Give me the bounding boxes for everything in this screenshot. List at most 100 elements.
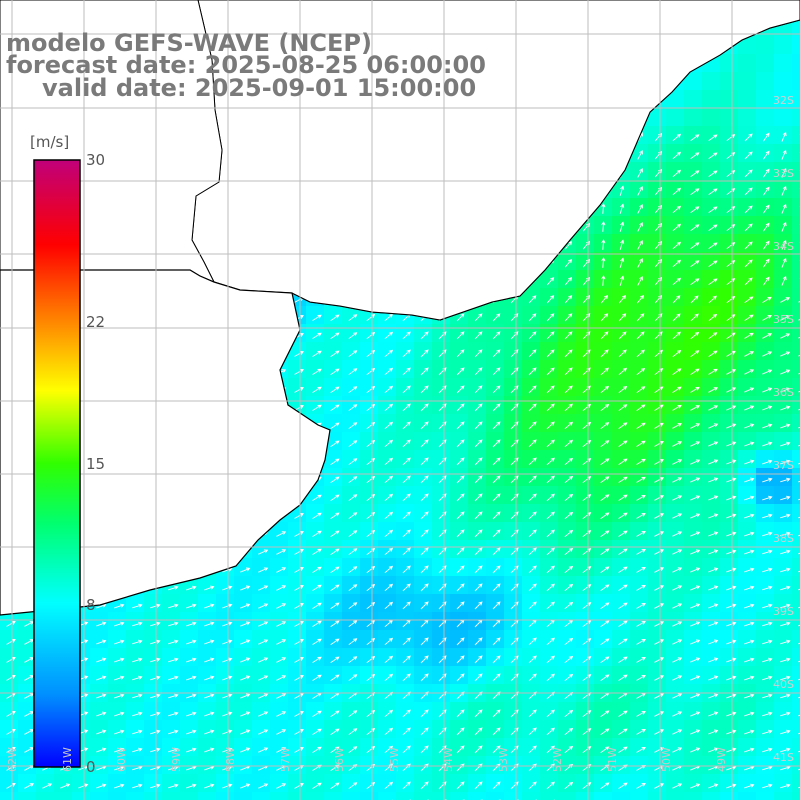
field-cell	[450, 720, 469, 739]
field-cell	[324, 792, 343, 800]
wind-arrow	[744, 133, 753, 142]
wind-arrow	[708, 332, 718, 340]
wind-arrow	[708, 405, 719, 411]
longitude-label: 51W	[605, 747, 619, 772]
field-cell	[648, 576, 667, 595]
field-cell	[540, 540, 559, 559]
wind-arrow	[726, 369, 737, 375]
field-cell	[558, 792, 577, 800]
field-cell	[774, 558, 793, 577]
field-cell	[504, 612, 523, 631]
wind-arrow	[726, 423, 737, 429]
field-cell	[522, 504, 541, 523]
field-cell	[558, 432, 577, 451]
field-cell	[648, 468, 667, 487]
field-cell	[342, 396, 361, 415]
field-cell	[504, 468, 523, 487]
field-cell	[576, 630, 595, 649]
wind-arrow	[384, 781, 394, 790]
wind-arrow	[24, 675, 35, 681]
wind-arrow	[348, 782, 358, 790]
field-cell	[666, 486, 685, 505]
field-cell	[396, 414, 415, 433]
wind-arrow	[348, 620, 358, 628]
field-cell	[414, 378, 433, 397]
field-cell	[612, 720, 631, 739]
field-cell	[522, 360, 541, 379]
field-cell	[774, 270, 793, 289]
field-cell	[594, 468, 613, 487]
wind-arrow	[619, 185, 625, 196]
wind-arrow	[708, 693, 719, 699]
wind-arrow	[276, 729, 287, 735]
field-cell	[594, 738, 613, 757]
field-cell	[414, 558, 433, 577]
field-cell	[738, 198, 757, 217]
field-cell	[684, 342, 703, 361]
wind-arrow	[672, 133, 682, 142]
field-cell	[522, 792, 541, 800]
field-cell	[684, 468, 703, 487]
field-cell	[198, 594, 217, 613]
field-cell	[720, 702, 739, 721]
field-cell	[324, 738, 343, 757]
wind-arrow	[726, 350, 736, 357]
field-cell	[630, 450, 649, 469]
wind-arrow	[204, 657, 215, 663]
field-cell	[288, 774, 307, 793]
wind-arrow	[744, 747, 755, 753]
wind-arrow	[258, 657, 269, 663]
wind-arrow	[150, 693, 161, 699]
field-cell	[702, 216, 721, 235]
wind-arrow	[690, 206, 700, 213]
wind-arrow	[474, 313, 483, 322]
field-cell	[540, 738, 559, 757]
field-cell	[414, 396, 433, 415]
wind-arrow	[726, 387, 737, 393]
field-cell	[252, 612, 271, 631]
field-cell	[540, 270, 559, 289]
wind-arrow	[492, 349, 501, 358]
wind-arrow	[420, 565, 429, 574]
field-cell	[792, 414, 800, 433]
field-cell	[522, 396, 541, 415]
field-cell	[738, 180, 757, 199]
field-cell	[288, 738, 307, 757]
field-cell	[432, 720, 451, 739]
wind-arrow	[690, 368, 700, 375]
field-cell	[468, 576, 487, 595]
field-cell	[54, 792, 73, 800]
field-cell	[198, 648, 217, 667]
wind-arrow	[618, 386, 628, 394]
field-cell	[468, 468, 487, 487]
field-cell	[306, 630, 325, 649]
colorbar-unit: [m/s]	[30, 133, 70, 151]
wind-arrow	[384, 727, 394, 736]
wind-arrow	[690, 477, 701, 483]
field-cell	[450, 612, 469, 631]
wind-arrow	[780, 567, 791, 573]
field-cell	[738, 648, 757, 667]
field-cell	[756, 720, 775, 739]
field-cell	[774, 108, 793, 127]
field-cell	[234, 774, 253, 793]
wind-arrow	[276, 693, 287, 699]
field-cell	[468, 774, 487, 793]
field-cell	[432, 342, 451, 361]
wind-arrow	[240, 783, 251, 789]
field-cell	[486, 378, 505, 397]
field-cell	[720, 666, 739, 685]
field-cell	[576, 738, 595, 757]
field-cell	[414, 432, 433, 451]
wind-arrow	[528, 457, 537, 466]
wind-arrow	[114, 747, 125, 753]
field-cell	[162, 666, 181, 685]
wind-arrow	[474, 547, 483, 556]
field-cell	[90, 774, 109, 793]
field-cell	[576, 540, 595, 559]
wind-arrow	[636, 531, 646, 537]
field-cell	[756, 360, 775, 379]
field-cell	[558, 486, 577, 505]
wind-arrow	[492, 673, 501, 682]
field-cell	[738, 522, 757, 541]
